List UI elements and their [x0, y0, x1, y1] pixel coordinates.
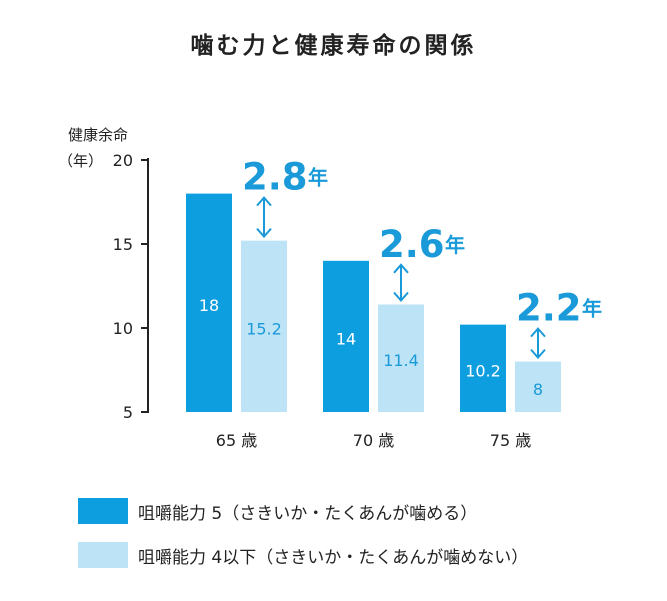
- legend-label: 咀嚼能力 4以下（さきいか・たくあんが噛めない）: [138, 547, 529, 568]
- difference-unit: 年: [582, 297, 602, 321]
- difference-unit: 年: [445, 233, 465, 257]
- y-tick-label: 15: [113, 235, 133, 254]
- category-label: 65 歳: [216, 431, 257, 450]
- bar-chew5-2: [460, 324, 506, 412]
- difference-arrow-head-down: [256, 227, 272, 239]
- difference-arrow-head-down: [530, 348, 546, 360]
- difference-arrow-head-up: [256, 196, 272, 207]
- difference-value: 2.8: [242, 156, 308, 199]
- legend-swatch: [78, 498, 128, 524]
- y-tick-label: 5: [123, 403, 133, 422]
- bar-value-label: 8: [533, 380, 543, 399]
- bar-value-label: 18: [199, 296, 219, 315]
- bar-chew4-0: [241, 240, 287, 412]
- difference-unit: 年: [308, 166, 328, 190]
- y-tick-label: 20: [113, 151, 133, 170]
- y-tick-label: 10: [113, 319, 133, 338]
- bar-chew4-1: [378, 304, 424, 412]
- difference-value: 2.2: [516, 287, 582, 330]
- bar-chew5-1: [323, 260, 369, 412]
- category-label: 70 歳: [353, 431, 394, 450]
- bar-value-label: 14: [336, 329, 356, 348]
- bar-value-label: 10.2: [465, 361, 501, 380]
- y-axis-unit-label: （年）: [58, 152, 103, 170]
- bar-value-label: 11.4: [383, 351, 419, 370]
- y-axis-label: 健康余命: [68, 126, 128, 144]
- difference-arrow-head-up: [393, 263, 409, 274]
- difference-value: 2.6: [379, 223, 445, 266]
- difference-arrow-head-down: [393, 291, 409, 302]
- bar-value-label: 15.2: [246, 319, 282, 338]
- legend-item: 咀嚼能力 5（さきいか・たくあんが噛める）: [78, 497, 528, 525]
- bar-chew5-0: [186, 193, 232, 412]
- legend-swatch: [78, 542, 128, 568]
- category-label: 75 歳: [490, 431, 531, 450]
- legend-label: 咀嚼能力 5（さきいか・たくあんが噛める）: [138, 503, 478, 524]
- chart-title: 噛む力と健康寿命の関係: [190, 33, 477, 59]
- legend: 咀嚼能力 5（さきいか・たくあんが噛める） 咀嚼能力 4以下（さきいか・たくあんが…: [78, 497, 528, 585]
- legend-item: 咀嚼能力 4以下（さきいか・たくあんが噛めない）: [78, 541, 528, 569]
- bar-chew4-2: [515, 361, 561, 412]
- difference-arrow-head-up: [530, 327, 546, 338]
